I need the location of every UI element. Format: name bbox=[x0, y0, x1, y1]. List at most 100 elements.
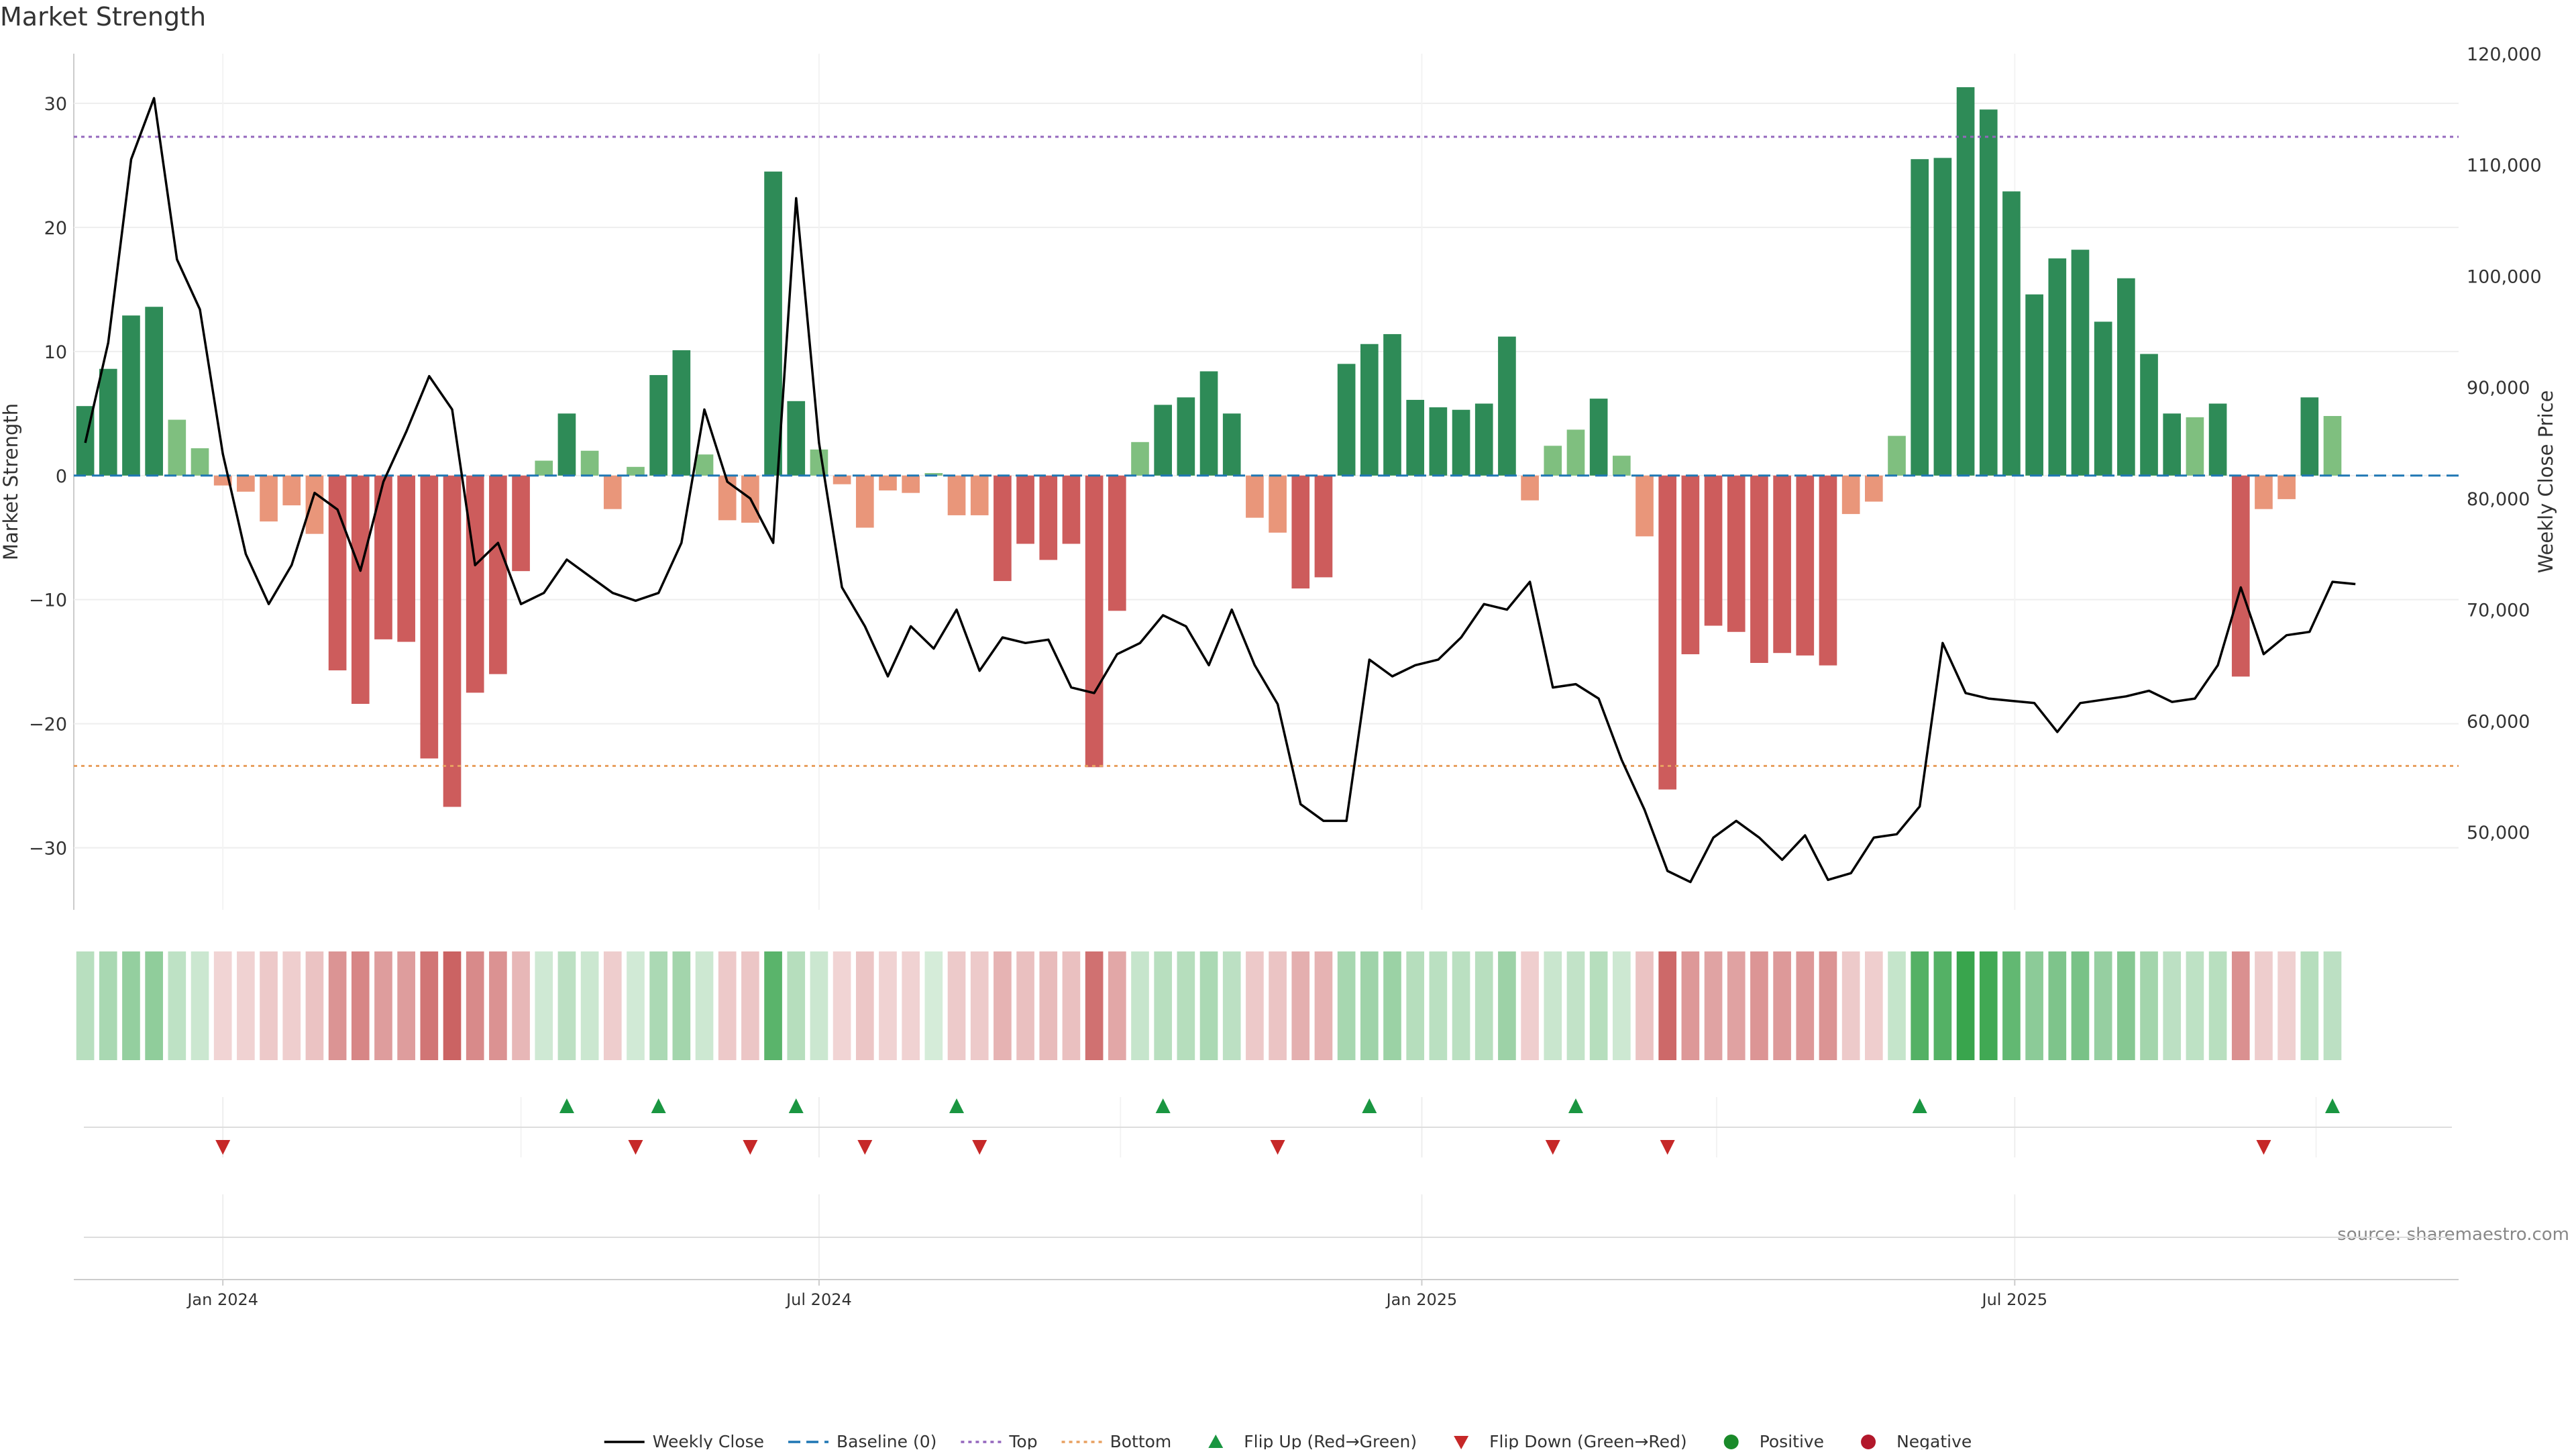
strength-bar bbox=[1154, 405, 1173, 476]
strength-bar bbox=[2300, 397, 2319, 476]
strength-bar bbox=[122, 315, 140, 476]
heat-cell bbox=[1131, 951, 1149, 1060]
strength-bar bbox=[1429, 407, 1448, 476]
strength-bar bbox=[1062, 475, 1081, 544]
legend-label: Top bbox=[1008, 1432, 1037, 1449]
heat-cell bbox=[627, 951, 645, 1060]
heat-cell bbox=[2186, 951, 2204, 1060]
heat-cell bbox=[2094, 951, 2112, 1060]
strength-bar bbox=[328, 475, 347, 671]
strength-bar bbox=[947, 475, 966, 515]
heat-cell bbox=[672, 951, 691, 1060]
thresholds-layer bbox=[74, 136, 2459, 767]
strength-bar bbox=[2071, 250, 2090, 476]
flip-down-marker bbox=[215, 1140, 231, 1155]
heat-cell bbox=[1474, 951, 1493, 1060]
heat-cell bbox=[1452, 951, 1470, 1060]
heat-cell bbox=[2025, 951, 2043, 1060]
heat-cell bbox=[213, 951, 232, 1060]
flip-down-marker bbox=[1270, 1140, 1285, 1155]
flip-up-marker bbox=[2324, 1098, 2340, 1113]
heat-cell bbox=[2071, 951, 2090, 1060]
legend-label: Baseline (0) bbox=[837, 1432, 936, 1449]
strength-bar bbox=[1039, 475, 1058, 560]
strength-bar bbox=[580, 450, 599, 476]
x-axis-ticks: Jan 2024 Jul 2024 Jan 2025 Jul 2025 bbox=[186, 1280, 2047, 1309]
heat-cell bbox=[305, 951, 324, 1060]
strength-bar bbox=[902, 475, 920, 493]
heat-cell bbox=[1956, 951, 1975, 1060]
heat-cell bbox=[1383, 951, 1401, 1060]
heat-cell bbox=[328, 951, 347, 1060]
legend-item: Top bbox=[961, 1432, 1038, 1451]
heat-strip bbox=[76, 951, 2342, 1060]
y-tick-label: 10 bbox=[44, 342, 67, 363]
heat-cell bbox=[695, 951, 714, 1060]
heat-cell bbox=[1888, 951, 1906, 1060]
strength-bar bbox=[2231, 475, 2250, 677]
heat-cell bbox=[237, 951, 255, 1060]
strength-bar bbox=[374, 475, 392, 639]
strength-bar bbox=[833, 475, 851, 484]
strength-bar bbox=[1865, 475, 1883, 502]
y2-tick-label: 110,000 bbox=[2467, 156, 2542, 176]
heat-cell bbox=[191, 951, 209, 1060]
weekly-close-layer bbox=[84, 97, 2356, 884]
strength-bar bbox=[627, 466, 645, 476]
heat-cell bbox=[351, 951, 370, 1060]
strength-bar bbox=[2163, 413, 2182, 476]
legend-label: Bottom bbox=[1110, 1432, 1172, 1449]
strength-bar bbox=[191, 448, 209, 476]
heat-cell bbox=[1544, 951, 1562, 1060]
strength-bar bbox=[1658, 475, 1677, 790]
heat-cell bbox=[1635, 951, 1654, 1060]
legend-label: Flip Up (Red→Green) bbox=[1244, 1432, 1417, 1449]
heat-cell bbox=[994, 951, 1012, 1060]
strength-bar bbox=[2277, 475, 2296, 499]
strength-bar bbox=[649, 374, 667, 476]
legend-item: Positive bbox=[1723, 1432, 1824, 1451]
strength-bar bbox=[1085, 475, 1104, 768]
y-axis-ticks: 30 20 10 0 −10 −20 −30 bbox=[29, 94, 67, 860]
strength-bar bbox=[970, 475, 989, 515]
strength-bar bbox=[994, 475, 1012, 581]
y2-tick-label: 50,000 bbox=[2467, 823, 2530, 843]
flip-up-marker bbox=[1912, 1098, 1927, 1113]
legend-item: Negative bbox=[1861, 1432, 1972, 1451]
strength-bar bbox=[1979, 109, 1998, 476]
heat-cell bbox=[2048, 951, 2067, 1060]
heat-cell bbox=[1016, 951, 1034, 1060]
flip-down-marker bbox=[2256, 1140, 2271, 1155]
strength-bar bbox=[1911, 159, 1929, 476]
heat-cell bbox=[557, 951, 576, 1060]
strength-bar bbox=[2002, 191, 2021, 476]
heat-cell bbox=[168, 951, 186, 1060]
heat-cell bbox=[1291, 951, 1310, 1060]
y-tick-label: 0 bbox=[56, 466, 67, 487]
y2-tick-label: 120,000 bbox=[2467, 44, 2542, 65]
y2-axis-ticks: 120,000 110,000 100,000 90,000 80,000 70,000 6… bbox=[2467, 44, 2542, 843]
heat-cell bbox=[1658, 951, 1677, 1060]
heat-cell bbox=[1222, 951, 1241, 1060]
legend-swatch-triangle-up bbox=[1208, 1435, 1224, 1448]
legend-swatch-dot bbox=[1723, 1435, 1739, 1449]
heat-cell bbox=[902, 951, 920, 1060]
strength-bar bbox=[1474, 403, 1493, 476]
strength-bar bbox=[535, 460, 553, 476]
legend-item: Baseline (0) bbox=[788, 1432, 936, 1451]
legend-label: Negative bbox=[1896, 1432, 1972, 1449]
heat-cell bbox=[649, 951, 667, 1060]
flip-markers-panel bbox=[84, 1097, 2452, 1157]
heat-cell bbox=[787, 951, 806, 1060]
strength-bar bbox=[1131, 442, 1149, 476]
heat-cell bbox=[1613, 951, 1631, 1060]
heat-cell bbox=[1819, 951, 1837, 1060]
strength-bar bbox=[2094, 321, 2112, 476]
flip-down-marker bbox=[1545, 1140, 1560, 1155]
y2-tick-label: 90,000 bbox=[2467, 378, 2530, 399]
strength-bar bbox=[260, 475, 278, 522]
strength-bar bbox=[282, 475, 301, 506]
legend-swatch-dot bbox=[1861, 1435, 1876, 1449]
x-tick-label: Jan 2024 bbox=[186, 1290, 258, 1309]
